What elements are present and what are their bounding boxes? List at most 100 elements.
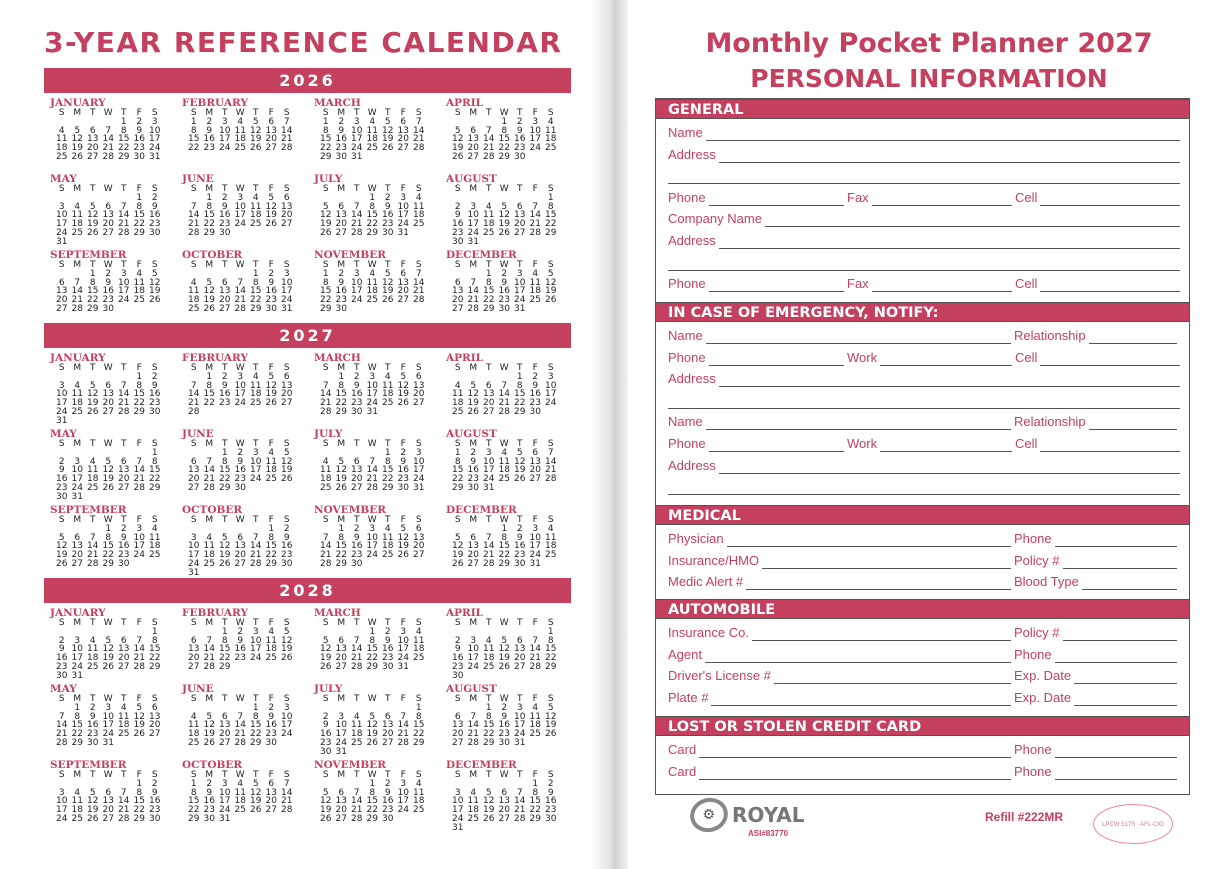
field-input-line[interactable] [705,330,1011,344]
day-cell: 14 [545,456,557,467]
day-cell: 7 [74,277,81,288]
day-cell: 9 [454,210,461,221]
day-cell: 5 [547,268,554,279]
field-label: Plate # [668,689,709,705]
day-cell: 16 [397,465,409,476]
field-input-line[interactable] [668,257,1180,271]
field-input-line[interactable] [764,213,1180,228]
field-input-line[interactable] [718,460,1180,474]
day-cell: 3 [369,371,376,382]
field-input-line[interactable] [708,352,844,366]
field-blank [668,251,1180,271]
weekday-label: T [90,108,96,118]
weekday-label: T [253,770,259,780]
field-input-line[interactable] [880,352,1012,366]
day-cell: 9 [151,787,158,798]
field-input-line[interactable] [746,576,1011,591]
day-cell: 6 [400,116,407,127]
field-input-line[interactable] [880,438,1012,452]
month-grid: S M T W T F S 1 2 3 4 5 6 7 8 9 10 11 12 13 14 15 16 17 18 19 20 21… [54,364,182,426]
weekday-label: W [499,439,509,449]
weekday-label: T [121,363,127,373]
day-cell: 8 [547,635,554,646]
day-cell: 27 [234,558,246,569]
field-input-line[interactable] [718,235,1180,249]
field-input-line[interactable] [711,692,1011,706]
day-cell: 2 [338,268,345,279]
field-input-line[interactable] [718,373,1180,388]
field-input-line[interactable] [1088,416,1177,431]
field-input-line[interactable] [718,149,1180,163]
field-input-line[interactable] [1062,555,1177,569]
weekday-label: F [400,363,406,373]
day-cell: 26 [545,729,557,740]
field-input-line[interactable] [705,416,1011,431]
weekday-label: F [268,108,274,118]
day-cell: 17 [529,134,541,145]
day-cell: 27 [452,303,464,314]
day-cell: 6 [415,523,422,534]
day-cell: 12 [320,210,332,221]
day-cell: 16 [281,541,293,552]
day-cell: 26 [320,661,332,672]
field-input-line[interactable] [726,533,1011,547]
field-input-line[interactable] [668,395,1180,409]
field-input-line[interactable] [708,278,844,293]
field-input-line[interactable] [1040,438,1180,452]
day-cell: 1 [384,447,391,458]
day-cell: 18 [250,210,262,221]
month-grid: S M T W T F S 1 2 3 4 5 6 7 8 9 10 11 12 13 14 15 16 17 18 19 20 21… [450,695,578,748]
field-input-line[interactable] [762,555,1011,569]
day-cell: 20 [382,729,394,740]
weekday-label: T [121,618,127,628]
day-cell: 17 [514,720,526,731]
field-input-line[interactable] [1088,330,1177,344]
day-cell: 11 [382,532,394,543]
field-input-line[interactable] [1081,576,1177,591]
day-cell: 27 [118,482,130,493]
weekday-label: T [253,439,259,449]
field-input-line[interactable] [871,278,1012,293]
field-input-line[interactable] [699,766,1011,780]
day-cell: 13 [335,210,347,221]
day-cell: 6 [501,787,508,798]
day-cell: 30 [149,813,161,824]
field-input-line[interactable] [751,627,1011,641]
field-input-line[interactable] [1054,766,1177,780]
field-input-line[interactable] [1074,670,1177,685]
day-cell: 4 [58,125,65,136]
personal-info-form: GENERAL Name Address Phone Fax Cell Company Na… [655,98,1190,795]
day-cell: 27 [382,737,394,748]
weekday-label: T [253,184,259,194]
day-cell: 16 [203,134,215,145]
field-label: Exp. Date [1014,689,1072,705]
field-input-line[interactable] [708,192,844,206]
field-input-line[interactable] [1062,627,1177,641]
field-input-line[interactable] [1040,278,1180,293]
field-input-line[interactable] [699,744,1011,758]
field-label: Phone [668,349,706,365]
field-input-line[interactable] [1074,692,1177,706]
day-cell: 7 [516,787,523,798]
field-input-line[interactable] [705,127,1180,141]
field-input-line[interactable] [1054,649,1177,663]
field-input-line[interactable] [1040,352,1180,366]
field-input-line[interactable] [668,481,1180,496]
day-cell: 17 [56,805,68,816]
field-input-line[interactable] [1054,533,1177,547]
day-cell: 8 [136,201,143,212]
weekday-label: M [337,260,346,270]
field-input-line[interactable] [1040,192,1180,206]
day-cell: 29 [483,737,495,748]
field-input-line[interactable] [704,649,1011,663]
field-input-line[interactable] [1054,744,1177,758]
field-input-line[interactable] [668,170,1180,185]
day-cell: 20 [118,474,130,485]
day-cell: 22 [366,653,378,664]
day-cell: 31 [514,737,526,748]
day-cell: 23 [102,295,114,306]
field-input-line[interactable] [871,192,1012,206]
field-input-line[interactable] [773,670,1011,685]
field-input-line[interactable] [708,438,844,452]
day-cell: 12 [71,134,83,145]
